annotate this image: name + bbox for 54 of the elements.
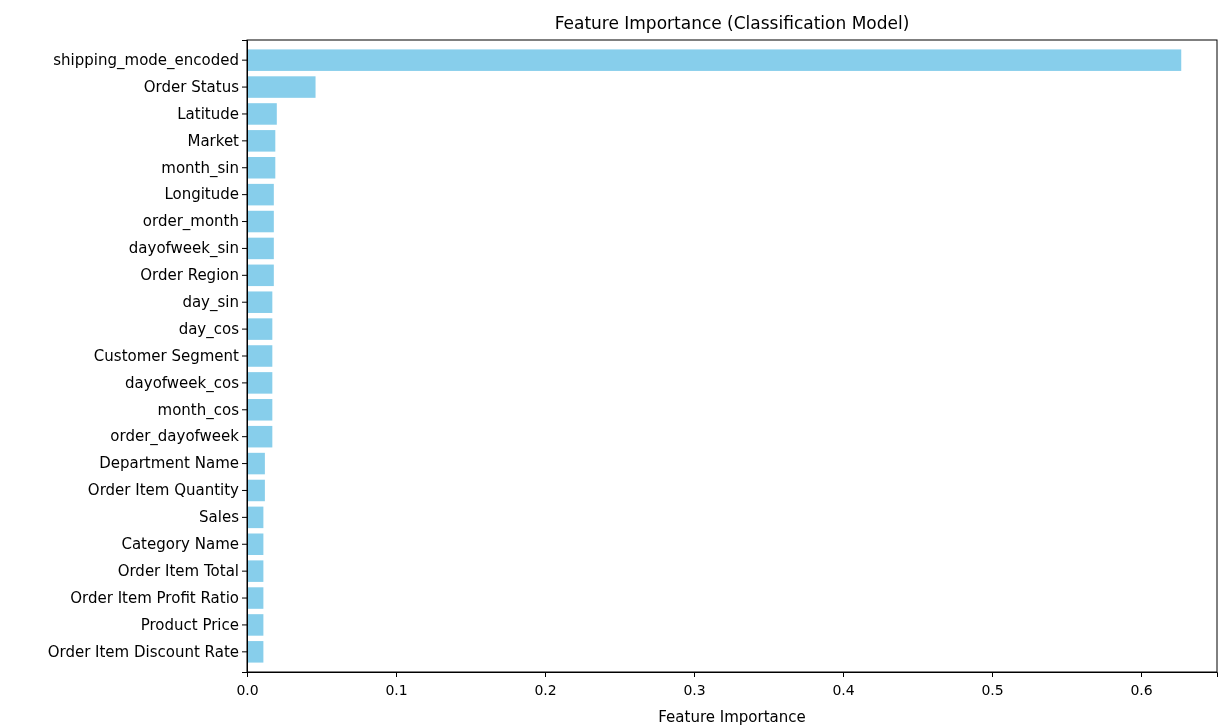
y-tick-label: Order Item Profit Ratio <box>70 588 239 607</box>
y-tick-label: Order Item Discount Rate <box>47 642 239 661</box>
bar <box>247 560 264 582</box>
bar <box>247 641 264 663</box>
bar <box>247 345 273 367</box>
y-tick-label: month_cos <box>157 400 240 420</box>
bar <box>247 614 264 636</box>
bar <box>247 291 273 313</box>
y-tick-label: Longitude <box>164 185 239 204</box>
y-tick-label: order_dayofweek <box>110 427 240 447</box>
bar <box>247 318 273 340</box>
y-tick-label: day_sin <box>182 293 239 313</box>
chart-title: Feature Importance (Classification Model) <box>554 13 910 33</box>
x-tick-label: 0.5 <box>981 682 1004 699</box>
bar <box>247 210 274 233</box>
y-tick-label: Order Item Total <box>117 561 239 580</box>
y-tick-label: Department Name <box>99 454 239 473</box>
bar <box>247 425 273 448</box>
y-tick-label: shipping_mode_encoded <box>53 50 239 70</box>
y-tick-label: Latitude <box>177 104 239 123</box>
y-tick-label: Order Region <box>140 266 239 285</box>
y-tick-label: Product Price <box>140 615 239 634</box>
bar <box>247 479 265 502</box>
x-tick-label: 0.6 <box>1130 682 1153 699</box>
bar <box>247 183 274 206</box>
y-tick-label: day_cos <box>178 319 240 339</box>
bar <box>247 533 264 556</box>
bar <box>247 76 316 98</box>
bar <box>247 399 273 421</box>
bar <box>247 49 1182 71</box>
bar <box>247 372 273 394</box>
y-tick-label: order_month <box>142 212 239 232</box>
y-tick-label: dayofweek_cos <box>125 373 240 393</box>
y-tick-label: Sales <box>199 508 240 527</box>
bar <box>247 130 276 152</box>
x-tick-label: 0.2 <box>534 682 557 699</box>
bar <box>247 103 277 125</box>
y-tick-label: Order Item Quantity <box>87 481 240 500</box>
bar <box>247 156 276 179</box>
x-tick-label: 0.1 <box>385 682 408 699</box>
x-tick-label: 0.0 <box>236 682 259 699</box>
y-tick-label: Order Status <box>143 77 240 96</box>
y-tick-label: dayofweek_sin <box>128 239 239 259</box>
y-tick-label: Customer Segment <box>93 346 240 365</box>
x-tick-label: 0.4 <box>832 682 855 699</box>
y-tick-label: Market <box>187 131 240 150</box>
y-tick-label: Category Name <box>121 535 239 554</box>
bar <box>247 237 274 260</box>
bar <box>247 452 265 475</box>
x-axis-title: Feature Importance <box>658 708 806 726</box>
bar <box>247 587 264 609</box>
x-tick-label: 0.3 <box>683 682 706 699</box>
bar <box>247 264 274 287</box>
y-tick-label: month_sin <box>161 158 239 178</box>
